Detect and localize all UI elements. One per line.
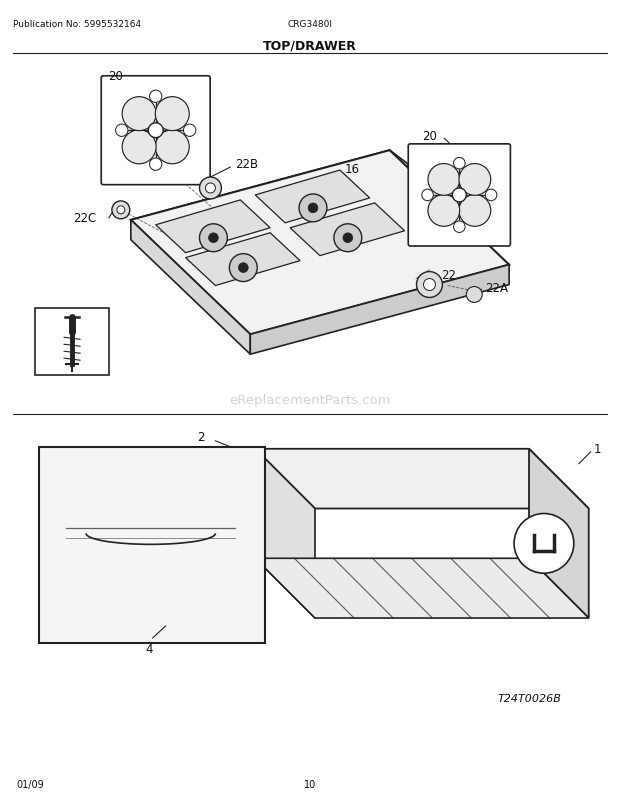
- FancyBboxPatch shape: [408, 144, 510, 247]
- Circle shape: [239, 263, 248, 273]
- Polygon shape: [255, 171, 370, 224]
- Text: 20: 20: [422, 130, 437, 143]
- Circle shape: [115, 125, 128, 137]
- Ellipse shape: [155, 131, 189, 164]
- Text: 16: 16: [345, 162, 360, 176]
- Circle shape: [184, 125, 196, 137]
- Circle shape: [343, 233, 353, 243]
- Circle shape: [454, 158, 465, 170]
- Ellipse shape: [122, 98, 156, 132]
- Text: eReplacementParts.com: eReplacementParts.com: [229, 393, 391, 406]
- Text: 7: 7: [541, 541, 547, 551]
- Text: 10: 10: [304, 780, 316, 789]
- Circle shape: [514, 514, 574, 573]
- Ellipse shape: [122, 131, 156, 164]
- Text: 2: 2: [197, 431, 204, 444]
- Polygon shape: [156, 200, 270, 253]
- Text: 22B: 22B: [236, 157, 259, 170]
- Circle shape: [149, 159, 162, 171]
- Polygon shape: [131, 151, 509, 335]
- Circle shape: [117, 207, 125, 215]
- Circle shape: [454, 221, 465, 233]
- Circle shape: [422, 190, 433, 201]
- Polygon shape: [131, 221, 250, 354]
- Text: 22: 22: [441, 269, 456, 282]
- Polygon shape: [529, 449, 589, 618]
- Circle shape: [334, 225, 361, 253]
- Circle shape: [200, 225, 228, 253]
- Polygon shape: [255, 449, 315, 618]
- Ellipse shape: [459, 164, 490, 196]
- Circle shape: [148, 124, 163, 139]
- Text: 22A: 22A: [485, 282, 508, 294]
- Circle shape: [308, 204, 318, 213]
- FancyBboxPatch shape: [35, 309, 109, 375]
- Text: 4: 4: [145, 642, 153, 655]
- Circle shape: [208, 233, 218, 243]
- Polygon shape: [250, 265, 509, 354]
- Text: TOP/DRAWER: TOP/DRAWER: [263, 39, 357, 53]
- Circle shape: [229, 254, 257, 282]
- Polygon shape: [290, 204, 405, 257]
- Circle shape: [466, 287, 482, 303]
- Circle shape: [149, 91, 162, 103]
- Text: 88: 88: [56, 316, 71, 326]
- Polygon shape: [255, 559, 589, 618]
- Circle shape: [112, 201, 130, 220]
- Circle shape: [205, 184, 215, 194]
- Ellipse shape: [459, 196, 490, 227]
- Text: 20: 20: [108, 70, 123, 83]
- Ellipse shape: [428, 196, 459, 227]
- Polygon shape: [39, 448, 265, 643]
- Ellipse shape: [428, 164, 459, 196]
- Polygon shape: [185, 233, 300, 286]
- Text: 1: 1: [594, 443, 601, 456]
- FancyBboxPatch shape: [101, 77, 210, 185]
- Circle shape: [453, 188, 466, 203]
- Text: 22C: 22C: [73, 212, 96, 225]
- Text: T24T0026B: T24T0026B: [497, 693, 561, 703]
- Text: 01/09: 01/09: [16, 780, 44, 789]
- Circle shape: [417, 272, 443, 298]
- Polygon shape: [131, 151, 410, 236]
- Ellipse shape: [155, 98, 189, 132]
- Circle shape: [485, 190, 497, 201]
- Circle shape: [299, 195, 327, 222]
- Text: Publication No: 5995532164: Publication No: 5995532164: [14, 20, 141, 29]
- Circle shape: [423, 279, 435, 291]
- Polygon shape: [255, 449, 589, 509]
- Text: CRG3480I: CRG3480I: [288, 20, 332, 29]
- Circle shape: [200, 178, 221, 200]
